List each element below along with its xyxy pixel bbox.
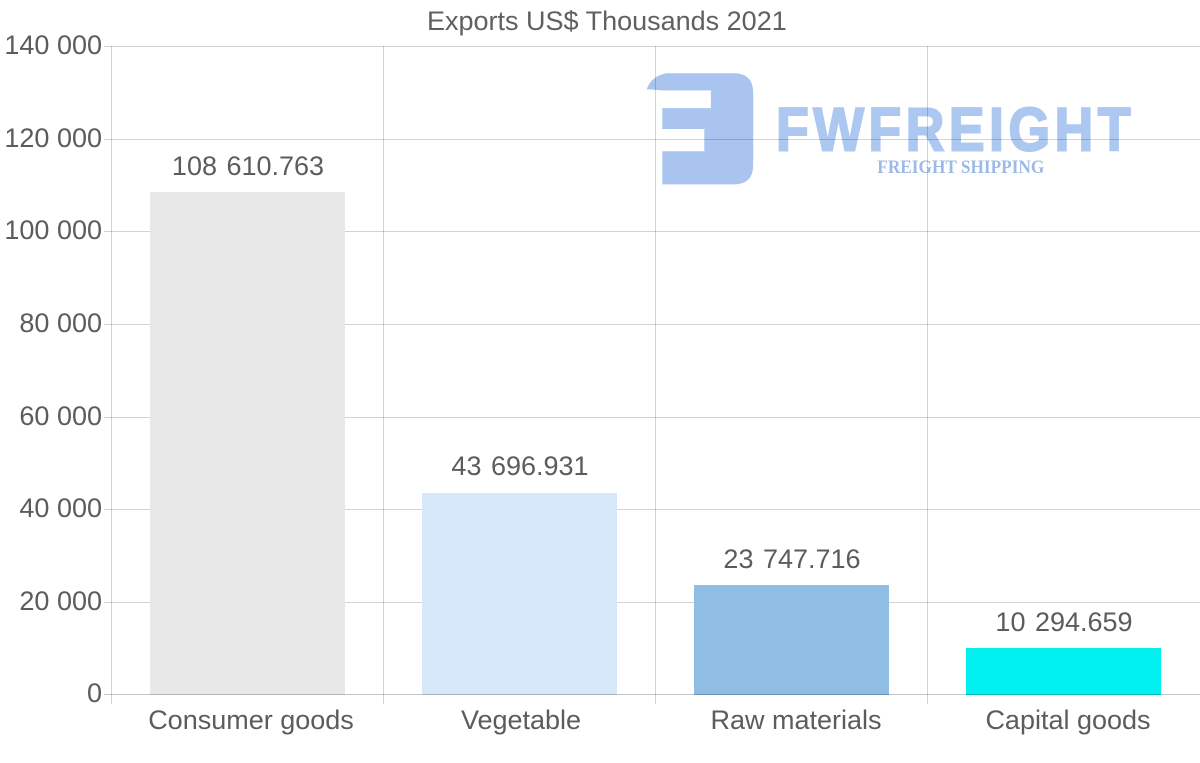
svg-text:FREIGHT SHIPPING: FREIGHT SHIPPING xyxy=(877,157,1044,178)
svg-text:FWFREIGHT: FWFREIGHT xyxy=(776,95,1135,163)
